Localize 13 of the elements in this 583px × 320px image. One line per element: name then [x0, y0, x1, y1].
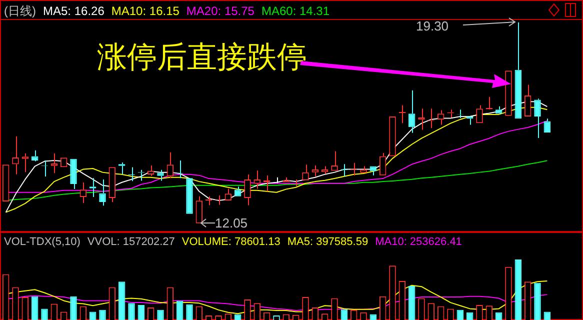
text: MA60: 14.31 [261, 4, 330, 18]
chart-title: (日线) [4, 4, 36, 18]
text: MA5: 397585.59 [287, 236, 368, 248]
text: MA10: 253626.41 [375, 236, 462, 248]
text: VVOL: 157202.27 [87, 236, 175, 248]
annotation: 12.05 [215, 216, 248, 231]
text: VOLUME: 78601.13 [182, 236, 280, 248]
text: MA5: 16.26 [43, 4, 104, 18]
chart-title: VOL-TDX(5,10) [4, 236, 80, 248]
annotation: 涨停后直接跌停 [97, 39, 307, 77]
annotation: 19.30 [416, 18, 449, 34]
text: MA10: 16.15 [111, 4, 180, 18]
text: MA20: 15.75 [186, 4, 254, 18]
